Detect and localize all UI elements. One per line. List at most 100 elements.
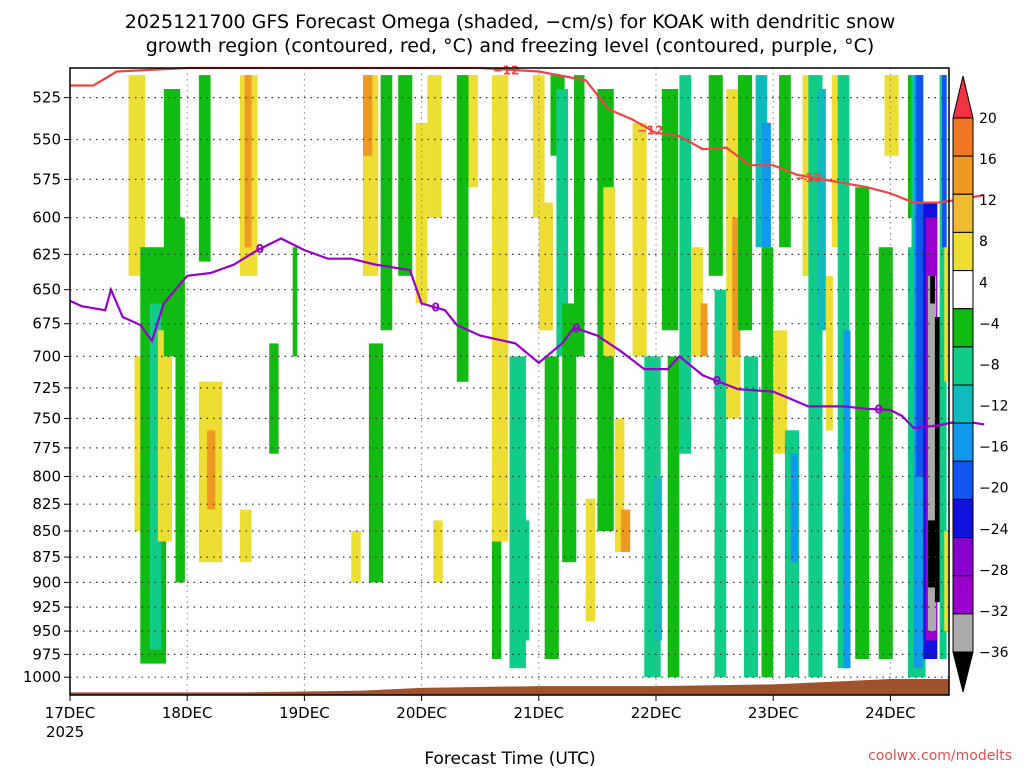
- omega-cell-32: [544, 356, 559, 659]
- terrain-layer: [70, 679, 949, 695]
- y-tick-label-15: 900: [32, 573, 61, 591]
- omega-cell-72: [884, 75, 899, 156]
- omega-cell-35: [562, 303, 577, 563]
- omega-cell-20: [398, 75, 413, 276]
- x-tick-label-0: 17DEC: [45, 704, 96, 722]
- omega-cell-9: [198, 75, 211, 262]
- omega-shading: [128, 75, 949, 678]
- colorbar-band-1: [952, 155, 974, 195]
- x-tick-label-1: 18DEC: [162, 704, 213, 722]
- colorbar-top-arrow: [952, 75, 974, 119]
- y-tick-label-1: 550: [32, 131, 61, 149]
- omega-cell-84: [934, 317, 942, 603]
- omega-cell-25: [468, 75, 478, 188]
- y-tick-label-10: 775: [32, 439, 61, 457]
- omega-cell-41: [620, 509, 631, 552]
- omega-cell-29: [521, 520, 530, 641]
- omega-cell-12: [239, 509, 252, 563]
- y-axis: 525 550 575 600 625 650 675 700 725 750 775 800 825 8…: [23, 89, 70, 686]
- omega-cell-69: [843, 330, 851, 669]
- colorbar-label-6: −8: [979, 358, 1000, 374]
- y-tick-label-17: 950: [32, 622, 61, 640]
- freezing-level-label-3: 0: [713, 374, 721, 388]
- omega-cell-34: [556, 89, 569, 357]
- colorbar-label-7: −12: [979, 399, 1009, 415]
- x-tick-label-2: 19DEC: [279, 704, 330, 722]
- plot-frame: [69, 67, 950, 696]
- colorbar-label-3: 8: [979, 234, 988, 250]
- chart-title-line1: 2025121700 GFS Forecast Omega (shaded, −…: [125, 11, 896, 33]
- colorbar-band-8: [952, 422, 974, 462]
- y-tick-label-14: 875: [32, 548, 61, 566]
- omega-cell-83: [927, 520, 939, 588]
- omega-cell-19: [380, 75, 393, 331]
- x-axis-title: Forecast Time (UTC): [424, 749, 595, 768]
- y-tick-label-4: 625: [32, 245, 61, 263]
- colorbar-band-0: [952, 117, 974, 157]
- omega-cell-55: [743, 356, 758, 678]
- x-axis: 17DEC 18DEC 19DEC 20DEC 21DEC 22DEC 23DEC 24DEC: [45, 695, 916, 722]
- dgz-contour-label-0: −12: [493, 64, 520, 78]
- omega-cell-65: [817, 89, 826, 331]
- omega-cell-87: [944, 247, 949, 382]
- x-year-label: 2025: [46, 723, 84, 741]
- y-tick-label-3: 600: [32, 209, 61, 227]
- omega-cell-37: [585, 498, 596, 622]
- grid-lines: [70, 68, 949, 695]
- omega-cell-40: [615, 418, 625, 552]
- omega-cell-21: [415, 122, 428, 304]
- omega-cell-66: [825, 275, 833, 431]
- colorbar-label-0: 20: [979, 111, 997, 127]
- omega-cell-86: [942, 75, 947, 248]
- colorbar-label-12: −32: [979, 604, 1009, 620]
- colorbar-band-6: [952, 346, 974, 386]
- colorbar-band-5: [952, 308, 974, 348]
- y-tick-label-8: 725: [32, 379, 61, 397]
- colorbar-label-10: −24: [979, 522, 1009, 538]
- x-tick-label-3: 20DEC: [396, 704, 447, 722]
- omega-cell-8: [207, 430, 216, 510]
- omega-cell-60: [779, 75, 791, 248]
- omega-cell-11: [244, 75, 252, 248]
- y-tick-label-7: 700: [32, 347, 61, 365]
- omega-cell-81: [927, 275, 937, 632]
- omega-cell-27: [491, 541, 502, 659]
- freezing-level-label-4: 0: [875, 402, 883, 416]
- x-tick-label-4: 21DEC: [514, 704, 565, 722]
- freezing-level-label-2: 0: [572, 321, 580, 335]
- omega-cell-42: [632, 122, 647, 357]
- colorbar: 20 16 12 8 4 −4 −8 −12 −16 −20 −24 −28 −32 −36: [952, 75, 1009, 693]
- y-tick-label-12: 825: [32, 495, 61, 513]
- omega-cell-23: [433, 520, 443, 583]
- omega-cell-48: [691, 247, 703, 357]
- dgz-contour-label-2: −12: [795, 171, 822, 185]
- omega-cell-31: [538, 202, 553, 331]
- omega-cell-53: [732, 217, 741, 357]
- dgz-contour-label-1: −12: [637, 124, 664, 138]
- omega-cell-58: [761, 247, 774, 678]
- x-tick-label-7: 24DEC: [865, 704, 916, 722]
- colorbar-label-13: −36: [979, 645, 1009, 661]
- omega-cell-16: [363, 75, 373, 156]
- colorbar-label-2: 12: [979, 193, 997, 209]
- omega-cell-62: [790, 453, 798, 563]
- omega-cell-44: [653, 476, 662, 641]
- colorbar-band-12: [952, 575, 974, 615]
- colorbar-label-1: 16: [979, 152, 997, 168]
- colorbar-bottom-arrow: [952, 651, 974, 693]
- colorbar-band-3: [952, 231, 974, 271]
- omega-cell-13: [269, 343, 279, 454]
- omega-cell-45: [661, 89, 679, 331]
- colorbar-label-11: −28: [979, 563, 1009, 579]
- y-tick-label-16: 925: [32, 598, 61, 616]
- omega-cell-36: [574, 75, 585, 357]
- omega-cell-82: [930, 275, 935, 304]
- omega-cell-88: [944, 531, 949, 631]
- omega-cell-63: [802, 75, 815, 276]
- freezing-level-line: [69, 237, 985, 430]
- omega-cell-0: [128, 75, 145, 276]
- colorbar-band-11: [952, 537, 974, 577]
- colorbar-band-7: [952, 384, 974, 424]
- omega-cell-4: [157, 330, 172, 542]
